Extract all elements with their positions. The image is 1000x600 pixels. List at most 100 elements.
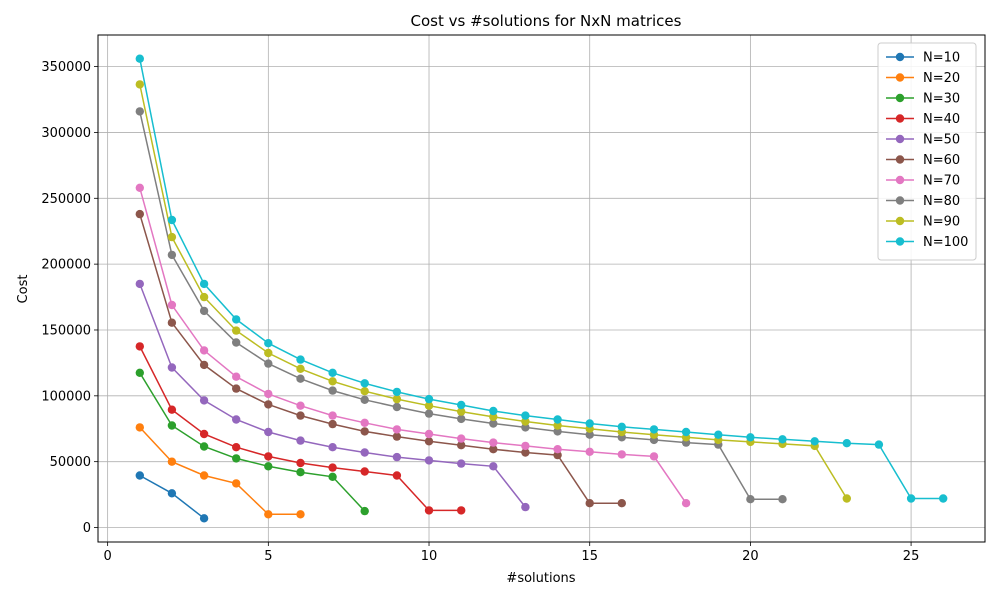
data-point [842, 494, 851, 503]
data-point [457, 441, 466, 450]
data-point [135, 183, 144, 192]
data-point [457, 434, 466, 443]
data-point [167, 457, 177, 466]
data-point [714, 430, 723, 439]
data-point [553, 445, 562, 454]
data-point [264, 400, 273, 409]
data-point [296, 510, 305, 519]
x-axis-label: #solutions [506, 571, 575, 586]
data-point [457, 506, 466, 515]
legend-label: N=100 [923, 235, 968, 250]
data-point [681, 499, 691, 508]
data-point [328, 368, 337, 377]
data-point [264, 510, 273, 519]
data-point [424, 429, 434, 439]
data-point [167, 300, 177, 310]
data-point [232, 479, 241, 488]
plot-frame [97, 34, 986, 543]
x-tick-label: 0 [104, 549, 112, 564]
data-point [232, 415, 241, 424]
data-point [328, 386, 337, 395]
data-point [457, 414, 466, 424]
data-point [232, 443, 241, 452]
legend-entry: N=20 [886, 71, 960, 86]
data-point [392, 402, 402, 412]
series-n-40 [135, 342, 466, 515]
data-point [489, 462, 498, 471]
legend-entry: N=50 [886, 133, 960, 148]
data-point [489, 438, 498, 447]
data-point [328, 472, 337, 481]
data-point [746, 495, 755, 504]
data-point [424, 394, 434, 404]
data-point [296, 401, 305, 410]
data-point [489, 445, 498, 454]
legend-marker [895, 52, 905, 62]
series-n-70 [135, 183, 691, 508]
series-line [139, 213, 622, 504]
data-point [135, 342, 144, 351]
legend-label: N=60 [923, 153, 960, 168]
data-point [199, 360, 209, 370]
data-point [135, 209, 144, 219]
series-line [139, 187, 687, 504]
data-point [360, 395, 369, 404]
series-line [139, 372, 366, 512]
data-point [457, 407, 466, 416]
data-point [392, 432, 402, 441]
data-point [457, 459, 466, 468]
data-point [232, 454, 241, 463]
data-point [360, 448, 369, 457]
data-point [360, 418, 369, 427]
data-point [296, 355, 305, 364]
data-point [264, 452, 273, 461]
data-point [360, 379, 369, 388]
data-point [457, 400, 466, 410]
data-point [489, 406, 498, 416]
data-point [810, 437, 819, 446]
legend-entry: N=60 [886, 153, 960, 168]
data-point [296, 411, 305, 420]
y-tick-label: 0 [83, 521, 91, 536]
data-point [392, 425, 402, 434]
data-point [392, 471, 402, 480]
chart-title: Cost vs #solutions for NxN matrices [411, 12, 682, 30]
legend-label: N=30 [923, 92, 960, 107]
data-point [328, 377, 337, 386]
x-tick-label: 20 [742, 549, 759, 564]
data-point [553, 427, 562, 436]
data-point [167, 421, 177, 430]
data-point [746, 433, 755, 442]
data-point [489, 419, 498, 428]
data-point [424, 506, 434, 515]
data-point [649, 452, 659, 461]
x-tick-label: 25 [903, 549, 920, 564]
data-point [199, 346, 209, 355]
legend-marker [895, 175, 905, 185]
legend-marker [895, 73, 905, 82]
data-point [617, 450, 626, 459]
data-point [553, 421, 562, 430]
data-point [424, 409, 434, 418]
data-point [135, 471, 144, 480]
data-point [232, 384, 241, 393]
legend-label: N=20 [923, 71, 960, 86]
series-n-60 [135, 209, 626, 508]
data-point [264, 389, 273, 399]
data-point [521, 417, 530, 426]
data-point [167, 215, 177, 225]
series-n-50 [135, 279, 530, 512]
legend-marker [895, 196, 905, 205]
data-point [842, 439, 851, 448]
data-point [135, 107, 144, 116]
data-point [906, 494, 916, 503]
legend-marker [895, 155, 905, 164]
legend-entry: N=40 [886, 112, 960, 127]
data-point [167, 318, 177, 327]
data-point [135, 80, 144, 89]
data-point [424, 437, 434, 446]
data-point [199, 292, 209, 302]
data-point [232, 315, 241, 324]
series-line [139, 58, 944, 500]
